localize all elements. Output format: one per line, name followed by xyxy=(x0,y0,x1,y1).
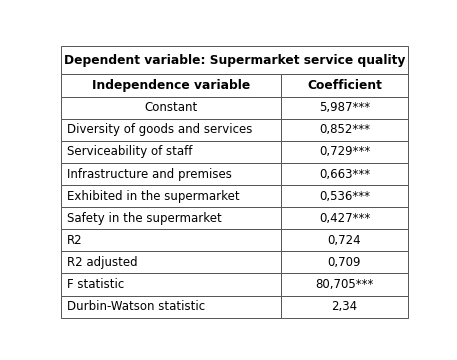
Bar xyxy=(281,75,408,97)
Bar xyxy=(281,119,408,141)
Text: Constant: Constant xyxy=(144,101,197,114)
Text: Infrastructure and premises: Infrastructure and premises xyxy=(67,167,232,181)
Bar xyxy=(61,75,281,97)
Text: 80,705***: 80,705*** xyxy=(315,278,374,291)
Text: R2 adjusted: R2 adjusted xyxy=(67,256,138,269)
Text: 5,987***: 5,987*** xyxy=(319,101,370,114)
Text: Durbin-Watson statistic: Durbin-Watson statistic xyxy=(67,300,205,313)
Text: 0,709: 0,709 xyxy=(328,256,361,269)
Bar xyxy=(281,185,408,207)
Bar xyxy=(281,229,408,251)
Text: 0,663***: 0,663*** xyxy=(319,167,370,181)
Text: 0,729***: 0,729*** xyxy=(319,145,370,158)
Bar xyxy=(281,251,408,274)
Bar xyxy=(61,296,281,318)
Text: 0,427***: 0,427*** xyxy=(319,212,370,225)
Bar xyxy=(61,119,281,141)
Text: 0,724: 0,724 xyxy=(328,234,361,247)
Bar xyxy=(281,296,408,318)
Text: 0,536***: 0,536*** xyxy=(319,190,370,203)
Bar xyxy=(61,229,281,251)
Bar xyxy=(61,141,281,163)
Bar xyxy=(281,97,408,119)
Text: 2,34: 2,34 xyxy=(331,300,357,313)
Bar xyxy=(61,274,281,296)
Text: Independence variable: Independence variable xyxy=(92,79,250,92)
Bar xyxy=(61,185,281,207)
Bar xyxy=(281,163,408,185)
Text: Dependent variable: Supermarket service quality: Dependent variable: Supermarket service … xyxy=(64,54,405,67)
Bar xyxy=(61,163,281,185)
Text: Serviceability of staff: Serviceability of staff xyxy=(67,145,192,158)
Text: R2: R2 xyxy=(67,234,83,247)
Text: 0,852***: 0,852*** xyxy=(319,123,370,136)
Bar xyxy=(281,207,408,229)
Bar xyxy=(61,97,281,119)
Bar xyxy=(61,251,281,274)
Text: Exhibited in the supermarket: Exhibited in the supermarket xyxy=(67,190,239,203)
Text: Coefficient: Coefficient xyxy=(307,79,382,92)
Bar xyxy=(281,274,408,296)
Text: Diversity of goods and services: Diversity of goods and services xyxy=(67,123,252,136)
Bar xyxy=(61,46,408,75)
Bar xyxy=(281,141,408,163)
Text: F statistic: F statistic xyxy=(67,278,124,291)
Text: Safety in the supermarket: Safety in the supermarket xyxy=(67,212,222,225)
Bar xyxy=(61,207,281,229)
